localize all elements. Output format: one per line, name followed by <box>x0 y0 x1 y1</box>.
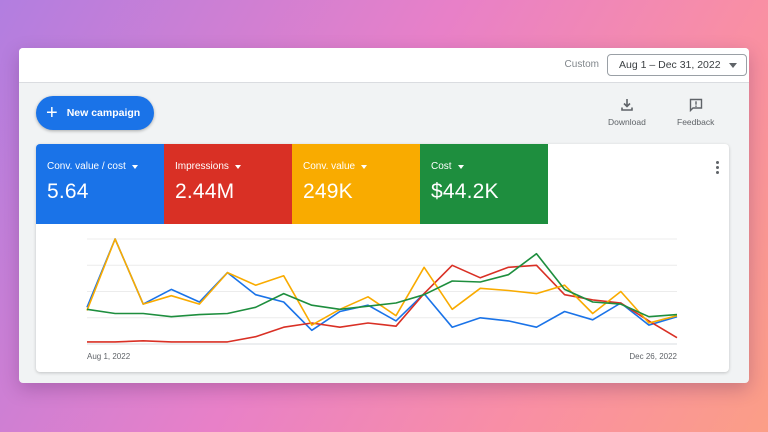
x-axis-start-label: Aug 1, 2022 <box>87 352 131 361</box>
series-line-3 <box>86 252 678 318</box>
feedback-button[interactable]: Feedback <box>677 98 714 127</box>
metric-tile[interactable]: Conv. value / cost 5.64 <box>36 144 164 224</box>
metric-tile[interactable]: Impressions 2.44M <box>164 144 292 224</box>
metric-value: $44.2K <box>431 180 499 203</box>
date-range-select[interactable]: Aug 1 – Dec 31, 2022 <box>607 54 747 76</box>
dropdown-caret-icon <box>729 63 737 68</box>
series-line-2 <box>86 238 678 326</box>
plus-icon: + <box>46 102 58 124</box>
metric-value: 249K <box>303 180 353 203</box>
feedback-label: Feedback <box>677 117 715 127</box>
new-campaign-label: New campaign <box>66 107 141 119</box>
date-range-value: Aug 1 – Dec 31, 2022 <box>619 59 721 71</box>
download-button[interactable]: Download <box>608 98 646 127</box>
metric-label-text: Conv. value / cost <box>47 161 126 172</box>
metric-tile[interactable]: Cost $44.2K <box>420 144 548 224</box>
x-axis-end-label: Dec 26, 2022 <box>629 352 677 361</box>
dropdown-caret-icon <box>234 164 241 169</box>
metric-label: Conv. value <box>303 161 420 172</box>
feedback-icon <box>689 98 702 112</box>
more-vert-icon[interactable] <box>716 161 719 176</box>
metric-tile[interactable]: Conv. value 249K <box>292 144 420 224</box>
dropdown-caret-icon <box>457 164 464 169</box>
metric-label: Impressions <box>175 161 292 172</box>
dropdown-caret-icon <box>361 164 368 169</box>
series-line-1 <box>87 264 678 343</box>
metric-label: Cost <box>431 161 548 172</box>
series-line-0 <box>86 238 678 332</box>
new-campaign-button[interactable]: + New campaign <box>36 96 154 130</box>
download-label: Download <box>608 117 646 127</box>
metric-label: Conv. value / cost <box>47 161 164 172</box>
metric-value: 5.64 <box>47 180 89 203</box>
metric-value: 2.44M <box>175 180 235 203</box>
date-range-type-label: Custom <box>564 59 599 70</box>
metric-label-text: Conv. value <box>303 161 356 172</box>
download-icon <box>621 99 633 111</box>
performance-chart: Aug 1, 2022 Dec 26, 2022 <box>86 238 678 361</box>
dropdown-caret-icon <box>131 164 138 169</box>
app-window: Custom Aug 1 – Dec 31, 2022 + New campai… <box>19 48 749 383</box>
performance-card: Conv. value / cost 5.64 Impressions 2.44M Co… <box>36 144 729 372</box>
metric-label-text: Impressions <box>175 161 229 172</box>
top-bar: Custom Aug 1 – Dec 31, 2022 <box>19 48 749 83</box>
metric-label-text: Cost <box>431 161 452 172</box>
